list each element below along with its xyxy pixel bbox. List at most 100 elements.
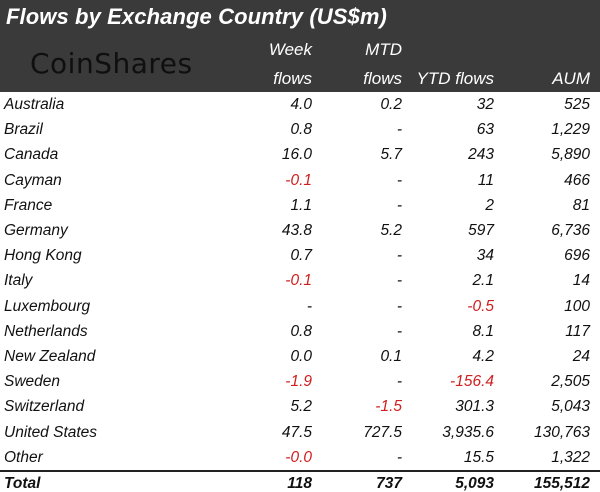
week-flows-cell: - (306, 297, 312, 315)
mtd-flows-cell: - (396, 297, 402, 315)
country-cell: Canada (4, 146, 59, 164)
table-row: Switzerland 5.2 -1.5 301.3 5,043 (0, 394, 600, 419)
ytd-flows-cell: 4.2 (472, 348, 494, 365)
coinshares-logo: CoinShares (30, 47, 193, 80)
mtd-flows-cell: - (396, 171, 402, 189)
country-cell: Italy (4, 272, 33, 290)
ytd-flows-cell: -156.4 (450, 373, 494, 391)
country-cell: Netherlands (4, 322, 88, 340)
week-flows-cell: 1.1 (290, 196, 312, 214)
mtd-flows-cell: 727.5 (363, 423, 402, 441)
mtd-flows-cell: 0.2 (380, 96, 402, 113)
mtd-flows-cell: - (396, 121, 402, 139)
week-flows-cell: -0.0 (285, 448, 312, 466)
country-cell: Australia (4, 96, 65, 113)
mtd-flows-cell: 5.7 (380, 146, 402, 164)
ytd-flows-cell: 8.1 (472, 322, 494, 340)
column-header-line2: YTD flows (416, 69, 494, 88)
ytd-flows-cell: 2 (485, 196, 494, 214)
mtd-flows-cell: - (396, 247, 402, 265)
aum-cell: 696 (564, 247, 590, 265)
column-header-line1: MTD (365, 40, 402, 59)
aum-cell: 14 (572, 272, 590, 290)
total-ytd-flows: 5,093 (455, 475, 494, 492)
table-row: Canada 16.0 5.7 243 5,890 (0, 142, 600, 167)
mtd-flows-cell: -1.5 (375, 398, 402, 416)
week-flows-cell: 0.0 (290, 348, 312, 365)
ytd-flows-cell: 3,935.6 (442, 423, 494, 441)
country-cell: Other (4, 448, 43, 466)
country-cell: Brazil (4, 121, 43, 139)
column-header-mtd-flows: MTD flows (322, 40, 402, 90)
aum-cell: 466 (564, 171, 590, 189)
total-label: Total (4, 475, 41, 492)
table-row: New Zealand 0.0 0.1 4.2 24 (0, 344, 600, 369)
table-row: Germany 43.8 5.2 597 6,736 (0, 218, 600, 243)
table-row: Luxembourg - - -0.5 100 (0, 294, 600, 319)
country-cell: United States (4, 423, 98, 441)
aum-cell: 100 (564, 297, 590, 315)
aum-cell: 5,890 (551, 146, 590, 164)
column-header-line1: Week (268, 40, 312, 59)
country-cell: France (4, 196, 53, 214)
week-flows-cell: 47.5 (281, 423, 312, 441)
ytd-flows-cell: 301.3 (455, 398, 494, 416)
column-header-line2: flows (363, 69, 402, 88)
table-row: Sweden -1.9 - -156.4 2,505 (0, 369, 600, 394)
mtd-flows-cell: - (396, 448, 402, 466)
mtd-flows-cell: 5.2 (380, 222, 402, 239)
total-week-flows: 118 (287, 475, 312, 492)
country-cell: Luxembourg (4, 297, 91, 315)
ytd-flows-cell: 11 (477, 171, 494, 189)
total-row: Total 118 737 5,093 155,512 (0, 471, 600, 492)
table-row: Brazil 0.8 - 63 1,229 (0, 117, 600, 142)
aum-cell: 117 (565, 322, 590, 340)
aum-cell: 525 (564, 96, 590, 113)
column-header-aum: AUM (510, 40, 590, 90)
country-cell: New Zealand (4, 348, 96, 365)
table-row: United States 47.5 727.5 3,935.6 130,763 (0, 420, 600, 445)
week-flows-cell: 0.8 (290, 322, 312, 340)
country-cell: Germany (4, 222, 68, 239)
aum-cell: 81 (572, 196, 590, 214)
ytd-flows-cell: 32 (476, 96, 494, 113)
ytd-flows-cell: 597 (468, 222, 494, 239)
aum-cell: 6,736 (551, 222, 590, 239)
mtd-flows-cell: - (396, 196, 402, 214)
aum-cell: 1,322 (551, 448, 590, 466)
table-row: Other -0.0 - 15.5 1,322 (0, 445, 600, 470)
table-row: Netherlands 0.8 - 8.1 117 (0, 319, 600, 344)
week-flows-cell: -0.1 (285, 272, 312, 290)
ytd-flows-cell: 243 (468, 146, 494, 164)
aum-cell: 1,229 (551, 121, 590, 139)
table-row: Australia 4.0 0.2 32 525 (0, 92, 600, 117)
week-flows-cell: 0.8 (290, 121, 312, 139)
mtd-flows-cell: 0.1 (380, 348, 402, 365)
table-header: Flows by Exchange Country (US$m) CoinSha… (0, 0, 600, 92)
ytd-flows-cell: -0.5 (467, 297, 494, 315)
ytd-flows-cell: 34 (476, 247, 494, 265)
week-flows-cell: 43.8 (281, 222, 312, 239)
aum-cell: 2,505 (551, 373, 590, 391)
table-row: Cayman -0.1 - 11 466 (0, 168, 600, 193)
table-row: Italy -0.1 - 2.1 14 (0, 268, 600, 293)
column-header-ytd-flows: YTD flows (404, 40, 494, 90)
total-aum: 155,512 (533, 475, 590, 492)
country-cell: Hong Kong (4, 247, 82, 265)
mtd-flows-cell: - (396, 322, 402, 340)
country-cell: Switzerland (4, 398, 85, 416)
ytd-flows-cell: 63 (476, 121, 494, 139)
week-flows-cell: -0.1 (285, 171, 312, 189)
week-flows-cell: 0.7 (290, 247, 312, 265)
column-header-line2: AUM (552, 69, 590, 88)
total-divider (0, 470, 600, 472)
ytd-flows-cell: 15.5 (463, 448, 494, 466)
table-title: Flows by Exchange Country (US$m) (6, 4, 387, 29)
week-flows-cell: 16.0 (281, 146, 312, 164)
country-cell: Cayman (4, 171, 62, 189)
column-header-line2: flows (273, 69, 312, 88)
week-flows-cell: 4.0 (290, 96, 312, 113)
table-row: Hong Kong 0.7 - 34 696 (0, 243, 600, 268)
column-header-week-flows: Week flows (232, 40, 312, 90)
